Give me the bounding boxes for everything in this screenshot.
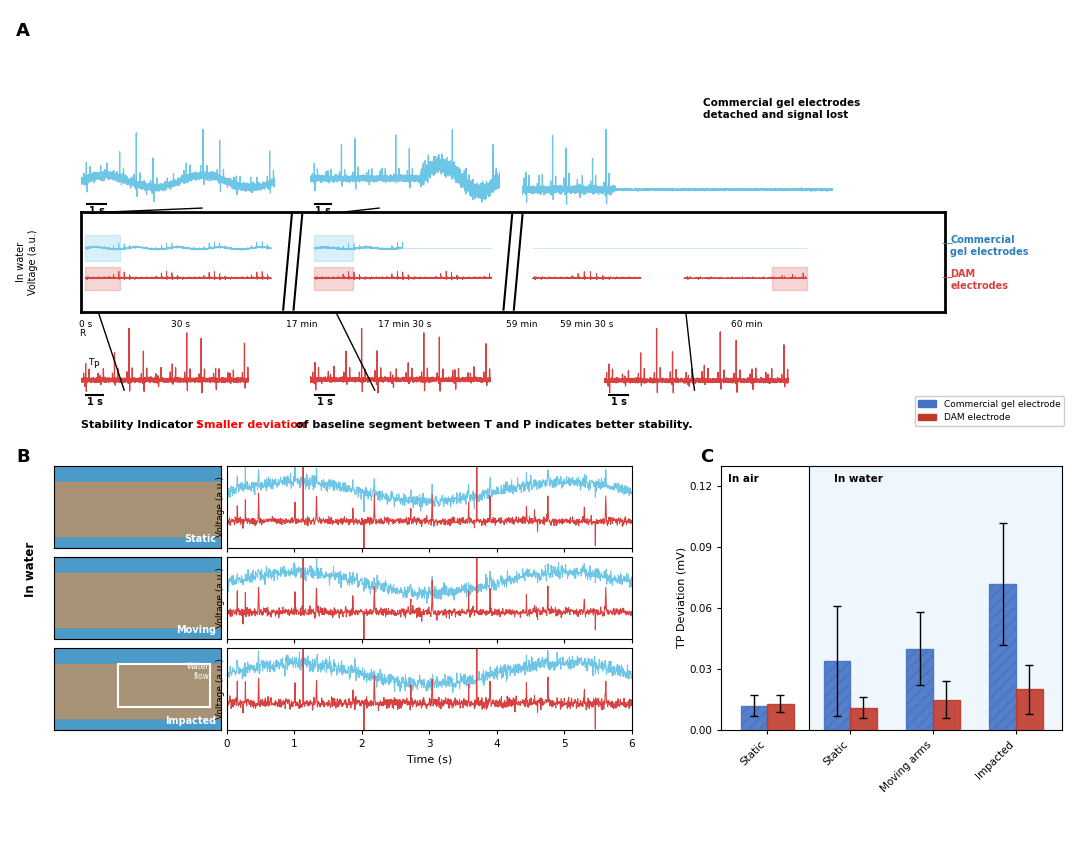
Text: electrodes: electrodes xyxy=(950,281,1009,291)
Text: Moving: Moving xyxy=(176,625,216,635)
Text: 60 min: 60 min xyxy=(730,320,762,329)
Text: 59 min 30 s: 59 min 30 s xyxy=(559,320,613,329)
Text: In water: In water xyxy=(24,542,37,597)
Text: gel electrodes: gel electrodes xyxy=(950,247,1029,257)
Text: detached and signal lost: detached and signal lost xyxy=(703,109,848,120)
Bar xyxy=(118,664,210,707)
Text: Smaller deviation: Smaller deviation xyxy=(197,420,306,431)
Text: Static: Static xyxy=(185,534,216,544)
Bar xyxy=(85,235,120,261)
Bar xyxy=(314,267,353,290)
Text: 59 min: 59 min xyxy=(505,320,538,329)
Legend: Commercial gel electrode, DAM electrode: Commercial gel electrode, DAM electrode xyxy=(915,396,1064,426)
Text: DAM: DAM xyxy=(950,270,975,279)
Text: A: A xyxy=(16,22,30,40)
Bar xyxy=(85,267,120,290)
Text: Commercial: Commercial xyxy=(950,235,1015,245)
Y-axis label: Voltage (a.u.): Voltage (a.u.) xyxy=(216,476,226,538)
Bar xyxy=(906,649,933,730)
Text: 0 s: 0 s xyxy=(79,320,92,329)
Text: T: T xyxy=(87,358,93,368)
Text: 30 s: 30 s xyxy=(171,320,190,329)
Y-axis label: Voltage (a.u.): Voltage (a.u.) xyxy=(216,567,226,629)
Text: R: R xyxy=(79,329,85,338)
Bar xyxy=(54,573,221,627)
Bar xyxy=(933,700,960,730)
X-axis label: Time (s): Time (s) xyxy=(407,754,451,765)
Bar xyxy=(1016,689,1042,730)
Bar xyxy=(772,267,807,290)
Text: P: P xyxy=(93,362,98,370)
Text: 17 min 30 s: 17 min 30 s xyxy=(378,320,432,329)
Text: —: — xyxy=(942,272,953,283)
Text: In water
Voltage (a.u.): In water Voltage (a.u.) xyxy=(16,230,38,295)
Bar xyxy=(54,664,221,718)
Text: 1 s: 1 s xyxy=(89,205,105,216)
Bar xyxy=(824,661,850,730)
Bar xyxy=(850,707,877,730)
Bar xyxy=(767,704,794,730)
Text: B: B xyxy=(16,448,30,466)
Text: 1 s: 1 s xyxy=(314,205,330,216)
Text: In air: In air xyxy=(728,473,759,484)
Text: Stability Indicator :: Stability Indicator : xyxy=(81,420,205,431)
Text: —: — xyxy=(942,238,953,248)
Text: Commercial gel electrodes: Commercial gel electrodes xyxy=(703,98,861,108)
Text: C: C xyxy=(700,448,713,466)
Text: 17 min: 17 min xyxy=(285,320,318,329)
Bar xyxy=(809,466,1080,730)
Text: of baseline segment between T and P indicates better stability.: of baseline segment between T and P indi… xyxy=(292,420,692,431)
Text: 1 s: 1 s xyxy=(610,397,626,407)
Y-axis label: TP Deviation (mV): TP Deviation (mV) xyxy=(676,547,687,649)
Text: Water
flow: Water flow xyxy=(187,662,210,681)
Y-axis label: Voltage (a.u.): Voltage (a.u.) xyxy=(216,658,226,720)
Text: In water: In water xyxy=(834,473,882,484)
Bar xyxy=(54,482,221,536)
Text: 1 s: 1 s xyxy=(316,397,333,407)
Bar xyxy=(741,706,767,730)
Bar xyxy=(314,235,353,261)
Text: 1 s: 1 s xyxy=(86,397,103,407)
Bar xyxy=(989,583,1016,730)
Text: Impacted: Impacted xyxy=(165,716,216,726)
